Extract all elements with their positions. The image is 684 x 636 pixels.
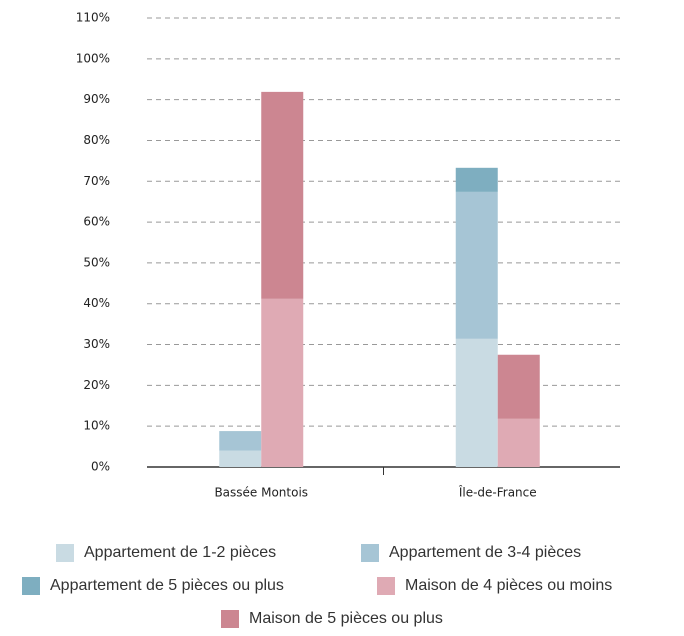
legend-label: Appartement de 5 pièces ou plus bbox=[50, 577, 284, 594]
legend-swatch bbox=[56, 544, 74, 562]
bar-segment bbox=[497, 418, 540, 467]
legend-label: Appartement de 3-4 pièces bbox=[389, 544, 581, 561]
x-tick-label: Île-de-France bbox=[458, 485, 537, 500]
y-tick-label: 90% bbox=[83, 92, 110, 106]
legend-swatch bbox=[361, 544, 379, 562]
y-tick-label: 110% bbox=[76, 11, 110, 25]
y-tick-label: 70% bbox=[83, 174, 110, 188]
bar-segment bbox=[219, 450, 262, 467]
y-tick-label: 20% bbox=[83, 378, 110, 392]
bar-segment bbox=[455, 167, 498, 192]
y-tick-label: 80% bbox=[83, 133, 110, 147]
legend-swatch bbox=[377, 577, 395, 595]
legend-label: Maison de 5 pièces ou plus bbox=[249, 610, 443, 627]
y-tick-label: 40% bbox=[83, 296, 110, 310]
legend-swatch bbox=[22, 577, 40, 595]
bar-segment bbox=[455, 338, 498, 467]
legend-swatch bbox=[221, 610, 239, 628]
y-tick-label: 50% bbox=[83, 255, 110, 269]
bar-segment bbox=[219, 431, 262, 451]
y-tick-label: 100% bbox=[76, 51, 110, 65]
x-tick-label: Bassée Montois bbox=[214, 486, 308, 500]
bar-segment bbox=[261, 91, 304, 299]
bar-segment bbox=[455, 191, 498, 339]
y-tick-label: 10% bbox=[83, 419, 110, 433]
bar-segment bbox=[261, 298, 304, 467]
bar-segment bbox=[497, 354, 540, 419]
y-tick-label: 60% bbox=[83, 215, 110, 229]
legend-label: Appartement de 1-2 pièces bbox=[84, 544, 276, 561]
y-tick-label: 0% bbox=[91, 460, 110, 474]
y-tick-label: 30% bbox=[83, 337, 110, 351]
legend-label: Maison de 4 pièces ou moins bbox=[405, 577, 612, 594]
